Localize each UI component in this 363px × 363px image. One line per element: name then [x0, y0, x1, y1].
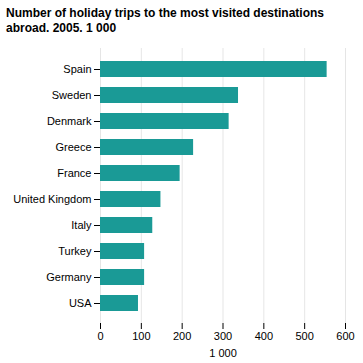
svg-text:Denmark: Denmark [47, 115, 92, 127]
svg-text:United Kingdom: United Kingdom [13, 193, 91, 205]
svg-text:USA: USA [69, 297, 92, 309]
svg-text:500: 500 [295, 330, 313, 342]
svg-text:Germany: Germany [46, 271, 92, 283]
svg-text:0: 0 [97, 330, 103, 342]
svg-text:1 000: 1 000 [209, 347, 237, 359]
svg-text:400: 400 [255, 330, 273, 342]
svg-text:Greece: Greece [55, 141, 91, 153]
svg-text:France: France [57, 167, 91, 179]
svg-text:Spain: Spain [63, 63, 91, 75]
svg-text:100: 100 [132, 330, 150, 342]
html-text:Number of holiday trips to the: Number of holiday trips to the most visi… [6, 6, 324, 35]
svg-text:Italy: Italy [71, 219, 92, 231]
svg-text:600: 600 [336, 330, 354, 342]
svg-text:300: 300 [214, 330, 232, 342]
svg-text:Turkey: Turkey [58, 245, 92, 257]
svg-text:Sweden: Sweden [52, 89, 92, 101]
svg-text:200: 200 [173, 330, 191, 342]
